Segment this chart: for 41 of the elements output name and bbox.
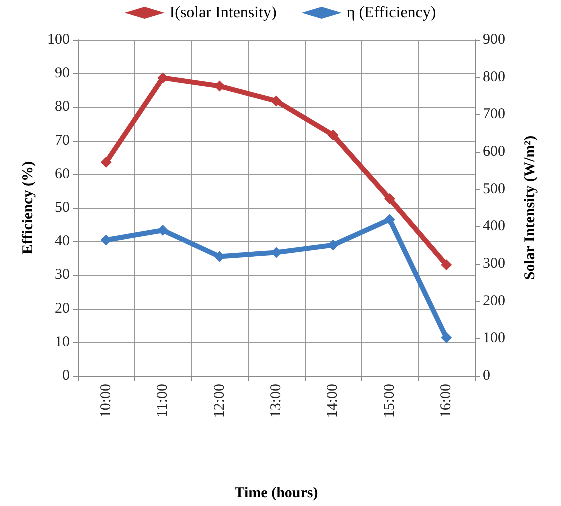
x-tick-label: 14:00 xyxy=(325,384,342,418)
y-tick-label: 60 xyxy=(55,166,70,182)
point xyxy=(384,214,396,226)
y2-tick-label: 800 xyxy=(483,69,506,86)
point xyxy=(158,225,169,236)
y-tick-label: 20 xyxy=(55,300,70,317)
y2-tick-label: 300 xyxy=(483,256,506,272)
y2-tick-label: 200 xyxy=(483,293,506,310)
point xyxy=(271,96,282,107)
x-tick-label: 10:00 xyxy=(98,384,114,418)
legend-label: I(solar Intensity) xyxy=(170,4,277,22)
point xyxy=(100,156,112,168)
point xyxy=(384,194,396,205)
x-axis-title: Time (hours) xyxy=(234,486,318,502)
y2-tick-label: 100 xyxy=(483,330,506,347)
y-tick-label: 70 xyxy=(55,132,70,149)
x-tick-label: 11:00 xyxy=(155,384,172,418)
y2-tick-label: 600 xyxy=(483,144,506,160)
y-tick-label: 80 xyxy=(55,99,70,116)
y2-tick-label: 900 xyxy=(483,32,506,48)
x-tick-label: 15:00 xyxy=(382,384,398,418)
point xyxy=(441,260,452,271)
y-tick-label: 10 xyxy=(55,334,70,350)
y-axis-title: Efficiency (%) xyxy=(20,162,36,254)
y-tick-label: 40 xyxy=(55,234,70,250)
legend-label: η (Efficiency) xyxy=(346,4,436,22)
y-tick-label: 0 xyxy=(62,368,70,384)
y2-tick-label: 400 xyxy=(483,218,506,235)
y2-tick-label: 500 xyxy=(483,181,506,198)
point xyxy=(328,130,339,141)
x-tick-label: 16:00 xyxy=(438,384,455,418)
y-tick-label: 100 xyxy=(48,32,70,48)
y2-axis-title: Solar Intensity (W/m²) xyxy=(522,136,538,280)
y-tick-label: 30 xyxy=(55,267,70,284)
x-tick-label: 13:00 xyxy=(268,384,284,418)
y2-tick-label: 0 xyxy=(483,368,490,384)
y2-tick-label: 700 xyxy=(483,106,506,123)
y-tick-label: 50 xyxy=(55,200,70,216)
y-tick-label: 90 xyxy=(55,66,70,82)
x-tick-label: 12:00 xyxy=(212,384,228,418)
point xyxy=(441,332,452,344)
